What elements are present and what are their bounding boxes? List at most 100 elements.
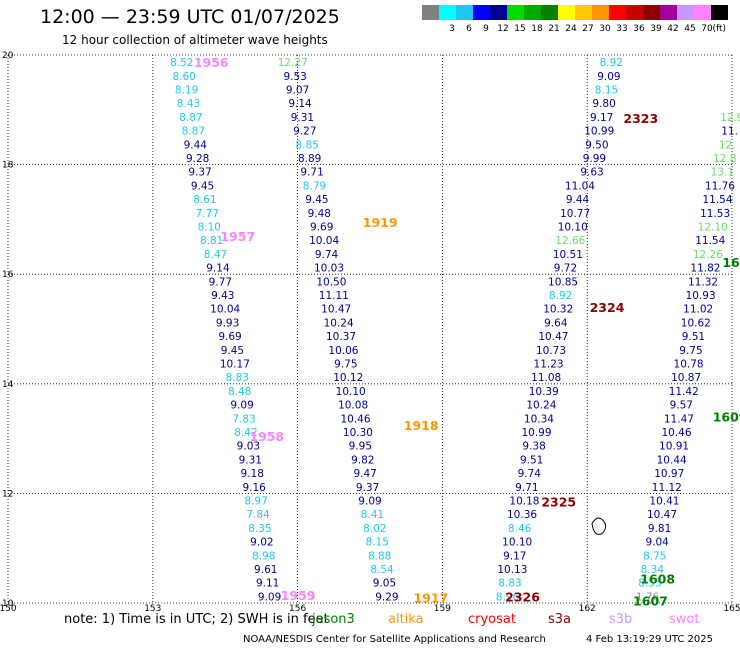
wave-height-value: 9.51 [682, 331, 705, 343]
wave-height-value: 11.53 [700, 208, 730, 220]
legend-swatch [626, 5, 643, 20]
wave-height-value: 9.14 [206, 263, 230, 275]
wave-height-value: 9.95 [349, 441, 372, 453]
wave-height-value: 12.8 [713, 153, 736, 165]
wave-height-value: 9.63 [580, 167, 603, 179]
wave-height-value: 9.27 [293, 126, 316, 138]
pass-p1957: 8.528.608.198.438.878.879.449.289.379.45… [170, 57, 255, 247]
island-outline [591, 517, 607, 535]
wave-height-value: 9.28 [186, 153, 209, 165]
pass-label: 1958 [249, 429, 284, 444]
altimeter-passes: 8.528.608.198.438.878.879.449.289.379.45… [170, 55, 740, 608]
page-title: 12:00 — 23:59 UTC 01/07/2025 [40, 6, 340, 28]
legend-tick-label: 15 [514, 24, 525, 34]
legend-tick-label: 12 [497, 24, 508, 34]
pass-label: 1609 [713, 410, 740, 425]
legend-swatch [660, 5, 677, 20]
wave-height-value: 9.75 [334, 359, 357, 371]
grid-lines [7, 54, 733, 604]
legend-swatch [575, 5, 592, 20]
wave-height-value: 8.47 [204, 249, 227, 261]
wave-height-value: 8.87 [179, 112, 202, 124]
wave-height-value: 9.18 [241, 468, 264, 480]
wave-height-value: 11.42 [669, 386, 699, 398]
wave-height-value: 9.64 [544, 317, 568, 329]
wave-height-value: 10.36 [507, 509, 537, 521]
y-tick-label: 12 [2, 489, 13, 499]
y-tick-label: 18 [2, 161, 14, 171]
legend-swatch [694, 5, 711, 20]
wave-height-value: 9.29 [375, 591, 398, 603]
legend-swatch [711, 5, 728, 20]
wave-height-value: 12.10 [698, 222, 728, 234]
wave-height-value: 10.41 [649, 496, 679, 508]
legend-unit: (ft) [712, 24, 726, 34]
wave-height-value: 9.69 [310, 222, 333, 234]
pass-p1919: 12.27 9.53 9.079.14 9.31 9.278.85 8.89 9.718.7… [278, 57, 398, 247]
y-tick-label: 10 [2, 599, 14, 609]
wave-height-value: 9.50 [585, 139, 608, 151]
wave-height-value: 9.48 [308, 208, 331, 220]
wave-height-value: 8.75 [643, 550, 666, 562]
legend-swatch [558, 5, 575, 20]
wave-height-value: 11.76 [705, 180, 735, 192]
legend-swatch [473, 5, 490, 20]
wave-height-value: 9.82 [351, 454, 374, 466]
wave-height-value: 9.44 [566, 194, 590, 206]
wave-height-value: 9.51 [520, 454, 543, 466]
wave-height-value: 9.47 [353, 468, 376, 480]
wave-height-value: 8.55 [638, 578, 661, 590]
wave-height-value: 8.15 [366, 537, 389, 549]
wave-height-value: 10.46 [340, 413, 370, 425]
x-tick-label: 165 [723, 604, 740, 614]
legend-tick-label: 3 [449, 24, 455, 34]
wave-height-value: 10.73 [536, 345, 566, 357]
wave-height-value: 8.60 [172, 71, 195, 83]
wave-height-value: 10.91 [659, 441, 689, 453]
wave-height-value: 10.10 [336, 386, 366, 398]
wave-height-value: 10.24 [526, 400, 556, 412]
wave-height-value: 10.50 [316, 276, 346, 288]
wave-height-value: 9.74 [315, 249, 339, 261]
wave-height-value: 8.02 [363, 523, 386, 535]
x-tick-label: 150 [0, 604, 17, 614]
wave-height-value: 9.81 [648, 523, 671, 535]
legend-tick-label: 24 [565, 24, 577, 34]
satellite-swot: swot [669, 612, 700, 627]
wave-height-value: 9.71 [515, 482, 538, 494]
wave-height-value: 9.99 [583, 153, 606, 165]
wave-height-value: 10.08 [338, 400, 368, 412]
pass-label: 1956 [194, 55, 229, 70]
wave-height-value: 9.37 [356, 482, 379, 494]
pass-p1959: 9.039.31 9.18 9.16 8.977.84 8.35 9.028.98 9.61… [237, 441, 316, 604]
wave-height-value: 10.46 [661, 427, 691, 439]
wave-height-value: 10.99 [584, 126, 614, 138]
wave-height-value: 10.30 [343, 427, 373, 439]
pass-label: 2325 [541, 495, 576, 510]
wave-height-value: 9.03 [237, 441, 260, 453]
wave-height-value: 10.39 [529, 386, 559, 398]
footer-timestamp: 4 Feb 13:19:29 UTC 2025 [586, 634, 713, 645]
wave-height-value: 9.77 [209, 276, 232, 288]
wave-height-value: 9.11 [256, 578, 279, 590]
wave-height-value: 8.92 [600, 57, 623, 69]
wave-height-value: 9.37 [188, 167, 211, 179]
wave-height-value: 10.85 [548, 276, 578, 288]
wave-height-value: 9.09 [258, 591, 281, 603]
wave-height-value: 9.75 [679, 345, 702, 357]
pass-label: 2323 [623, 111, 658, 126]
y-tick-label: 16 [2, 270, 14, 280]
pass-label: 2324 [590, 300, 625, 315]
pass-label: 1607 [633, 593, 668, 608]
wave-height-value: 8.46 [508, 523, 532, 535]
wave-height-value: 9.05 [373, 578, 396, 590]
wave-height-value: 10.03 [314, 263, 344, 275]
wave-height-value: 7.77 [196, 208, 219, 220]
wave-height-value: 8.98 [252, 550, 275, 562]
wave-height-value: 9.09 [230, 400, 253, 412]
wave-height-value: 12.26 [693, 249, 723, 261]
wave-height-value: 11. [721, 126, 738, 138]
legend-tick-label: 45 [684, 24, 695, 34]
pass-label: 16 [722, 255, 740, 270]
